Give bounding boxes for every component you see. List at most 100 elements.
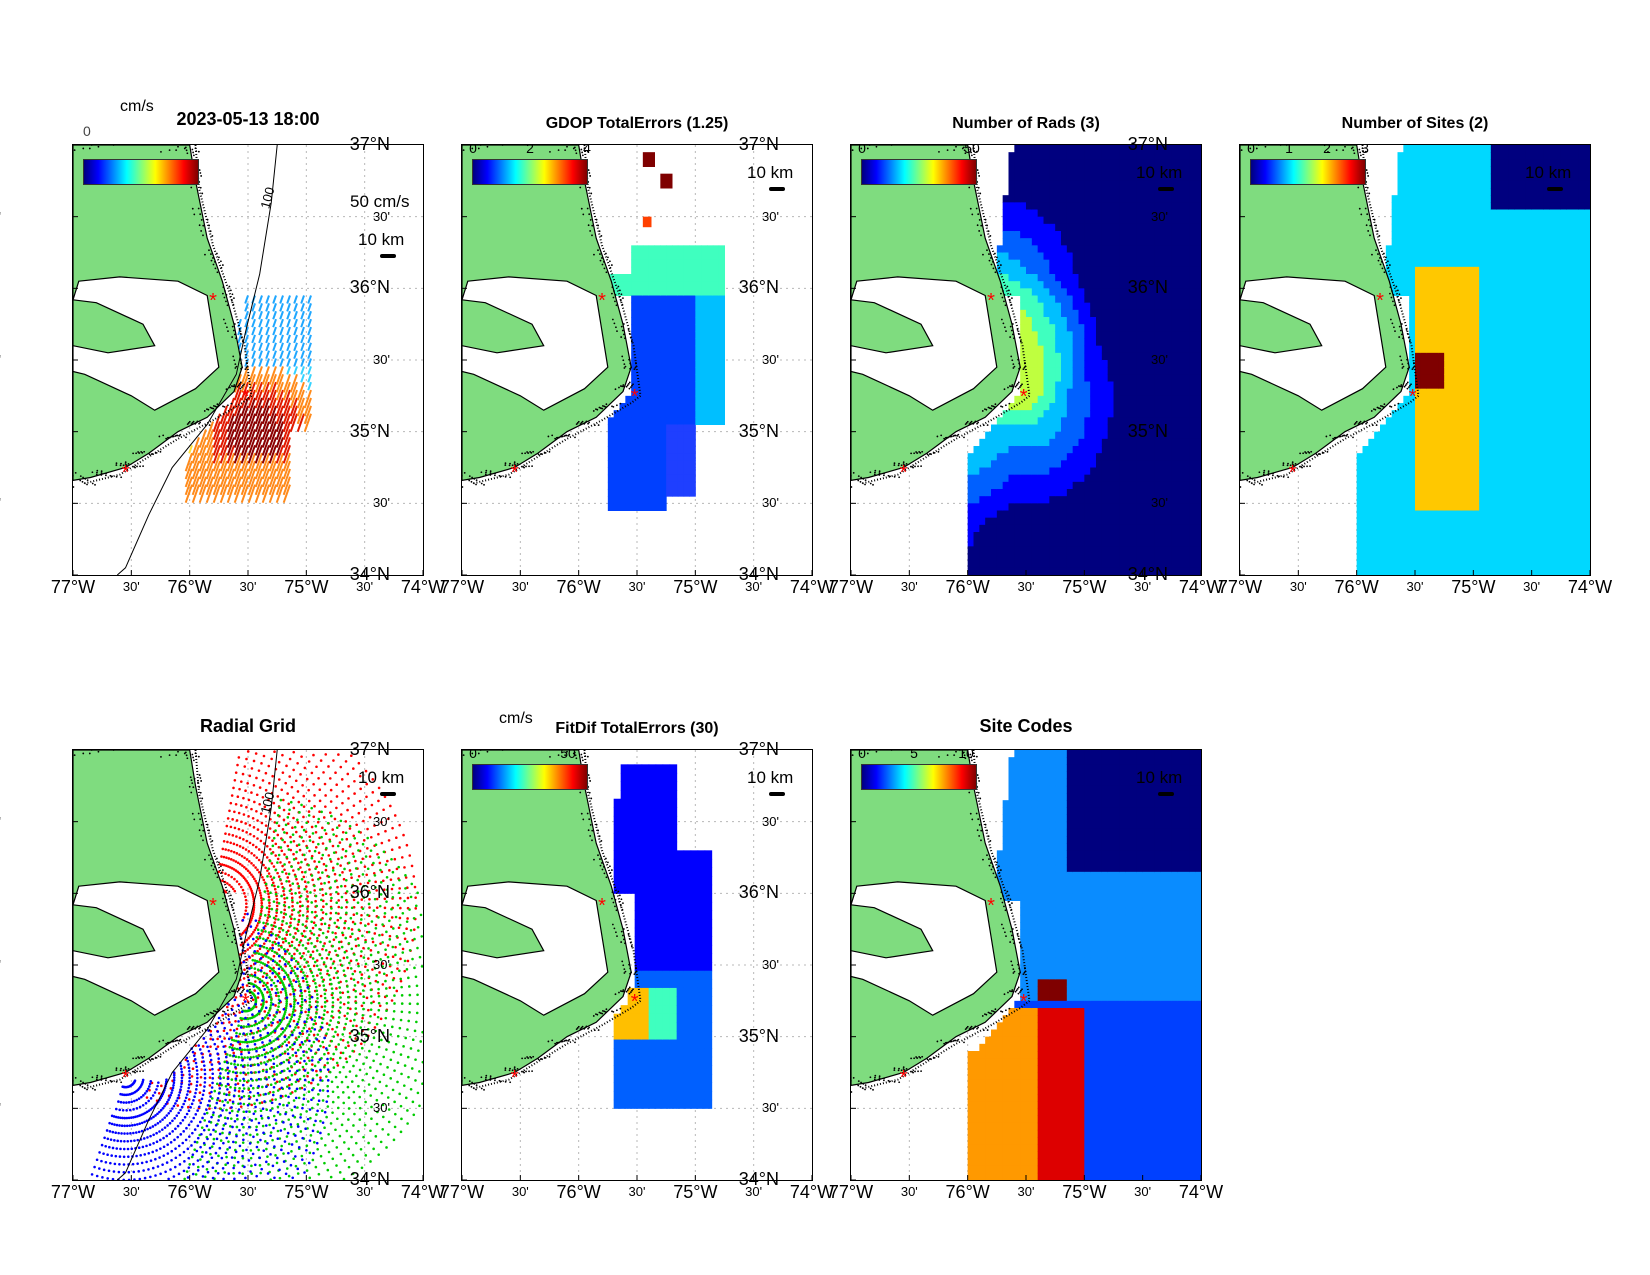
- grid-cell: [1461, 259, 1468, 268]
- coast-dot: [208, 424, 211, 426]
- grid-cell: [1014, 446, 1021, 454]
- grid-cell: [1385, 567, 1393, 575]
- grid-cell: [1189, 546, 1196, 554]
- grid-cell: [1096, 295, 1103, 304]
- coast-dot: [583, 147, 586, 150]
- grid-cell: [631, 338, 638, 347]
- grid-cell: [1119, 489, 1126, 497]
- coast-dot: [964, 152, 967, 155]
- grid-cell: [1397, 223, 1404, 232]
- grid-cell: [1131, 266, 1138, 275]
- grid-cell: [1461, 352, 1468, 361]
- grid-cell: [1002, 209, 1009, 218]
- grid-cell: [1008, 510, 1015, 519]
- grid-cell: [607, 481, 615, 490]
- grid-cell: [1450, 360, 1457, 368]
- grid-cell: [1131, 166, 1138, 175]
- grid-cell: [1154, 367, 1161, 375]
- grid-cell: [1090, 238, 1097, 246]
- grid-cell: [1461, 231, 1468, 239]
- current-vector: [251, 358, 256, 367]
- coast-dot: [893, 464, 896, 466]
- grid-cell: [672, 489, 679, 497]
- grid-cell: [695, 338, 702, 347]
- grid-cell: [1014, 195, 1021, 203]
- grid-cell: [654, 446, 661, 454]
- coast-dot: [608, 260, 611, 263]
- grid-cell: [1160, 252, 1167, 261]
- grid-cell: [1142, 388, 1149, 397]
- coast-dot: [985, 408, 988, 411]
- grid-cell: [1031, 489, 1039, 497]
- grid-cell: [631, 367, 638, 375]
- grid-cell: [1368, 510, 1375, 519]
- grid-cell: [1113, 180, 1120, 189]
- lat-tick-label: 35°N: [349, 420, 390, 441]
- grid-cell: [660, 173, 673, 189]
- grid-cell: [1136, 489, 1144, 497]
- lat-tick-label: 36°N: [349, 277, 390, 298]
- coast-dot: [598, 230, 601, 233]
- current-vector: [279, 342, 284, 352]
- grid-cell: [1148, 446, 1155, 454]
- grid-cell: [1444, 281, 1451, 289]
- coast-dot: [974, 420, 977, 423]
- coast-dot: [580, 207, 583, 210]
- grid-cell: [1055, 274, 1062, 282]
- current-vector: [191, 437, 200, 456]
- grid-cell: [1450, 324, 1457, 332]
- grid-cell: [1467, 238, 1474, 246]
- grid-cell: [1096, 510, 1103, 519]
- grid-cell: [1166, 317, 1173, 325]
- grid-cell: [1066, 360, 1074, 368]
- grid-cell: [1026, 388, 1033, 397]
- coast-dot: [622, 384, 625, 386]
- grid-cell: [1374, 560, 1381, 569]
- grid-cell: [689, 345, 696, 354]
- grid-cell: [1090, 309, 1097, 318]
- grid-cell: [625, 395, 632, 404]
- grid-cell: [1420, 209, 1428, 218]
- coast-dot: [852, 471, 855, 474]
- current-vector: [265, 358, 270, 367]
- grid-cell: [1444, 302, 1451, 311]
- grid-cell: [1455, 352, 1463, 361]
- grid-cell: [701, 410, 708, 418]
- grid-cell: [973, 460, 980, 468]
- grid-cell: [1113, 395, 1120, 404]
- grid-cell: [1415, 553, 1422, 562]
- coast-dot: [548, 450, 551, 453]
- grid-cell: [1154, 388, 1161, 397]
- grid-cell: [1096, 438, 1103, 447]
- grid-cell: [1189, 453, 1196, 461]
- grid-cell: [666, 431, 673, 440]
- grid-cell: [1136, 166, 1144, 175]
- grid-cell: [672, 417, 679, 425]
- grid-cell: [991, 553, 998, 562]
- grid-cell: [642, 324, 650, 332]
- grid-cell: [1183, 352, 1190, 361]
- grid-cell: [1432, 539, 1439, 547]
- grid-cell: [1409, 388, 1416, 397]
- grid-cell: [1020, 195, 1027, 203]
- grid-cell: [1479, 159, 1486, 167]
- grid-cell: [1403, 446, 1410, 454]
- grid-cell: [1426, 338, 1433, 347]
- grid-cell: [1101, 152, 1109, 160]
- grid-cell: [619, 503, 626, 511]
- grid-cell: [683, 281, 690, 289]
- grid-cell: [1189, 288, 1196, 296]
- grid-cell: [1473, 281, 1480, 289]
- grid-cell: [1403, 166, 1410, 175]
- grid-cell: [1415, 453, 1422, 461]
- grid-cell: [1055, 446, 1062, 454]
- grid-cell: [1154, 345, 1161, 354]
- grid-cell: [1426, 252, 1433, 261]
- grid-cell: [1183, 424, 1190, 433]
- current-vector: [265, 350, 270, 360]
- grid-cell: [718, 360, 725, 368]
- grid-cell: [1166, 496, 1173, 504]
- grid-cell: [1183, 467, 1190, 476]
- grid-cell: [1450, 546, 1457, 554]
- grid-cell: [648, 496, 655, 504]
